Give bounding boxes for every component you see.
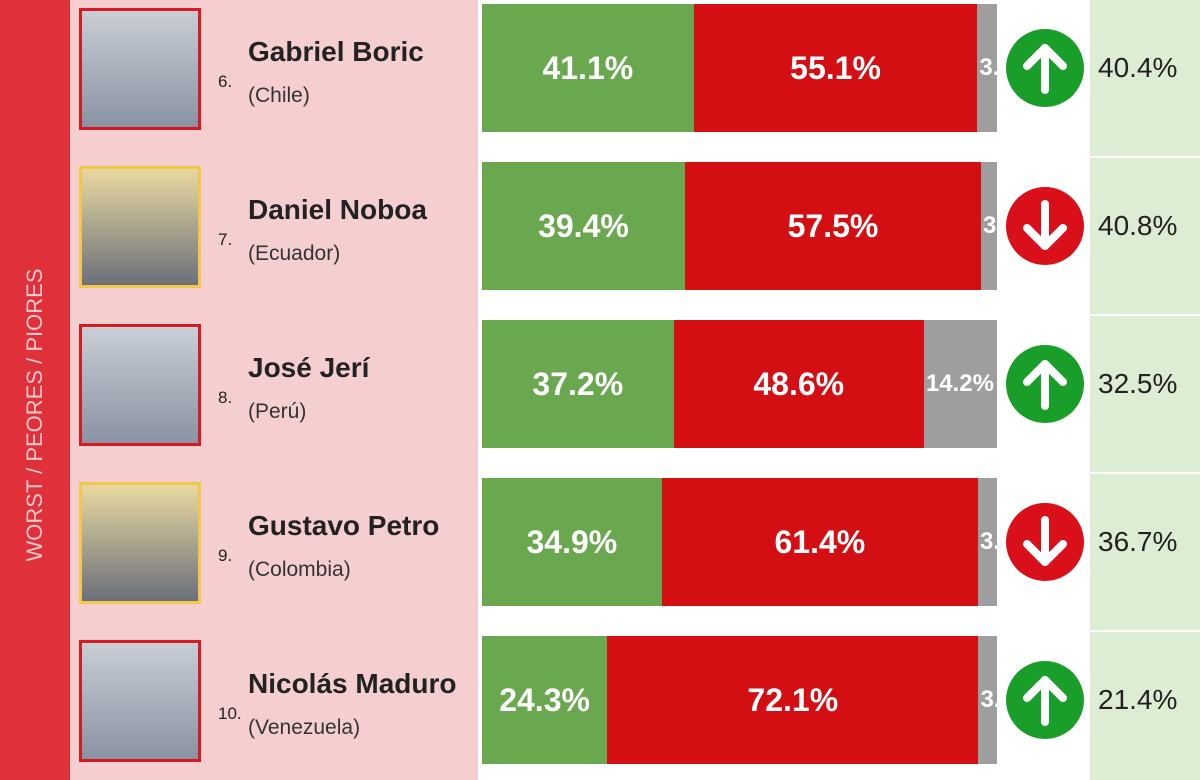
value-label: 39.4%: [538, 207, 629, 244]
rank: 7.: [218, 230, 233, 249]
row: 6. Gabriel Boric (Chile) 41.1% 55.1% 3.8% 40.4…: [0, 0, 1200, 158]
value-label: 3.1%: [983, 212, 997, 239]
trend-down-icon: [1006, 503, 1084, 581]
bar-segment: 72.1%: [607, 636, 979, 764]
photo: [79, 640, 201, 762]
value-label: 61.4%: [774, 523, 866, 560]
row: 9.Gustavo Petro(Colombia)34.9%61.4%3.7%3…: [0, 474, 1200, 632]
previous-value: 40.8%: [1098, 210, 1178, 241]
bar-segment: 57.5%: [684, 162, 982, 290]
bar-segment: 55.1%: [693, 4, 978, 132]
bar-segment: 3.1%: [981, 162, 997, 290]
trend-up-icon: [1006, 345, 1084, 423]
country: (Ecuador): [248, 242, 341, 265]
value-label: 3.8%: [979, 54, 997, 81]
bar-segment: 41.1%: [482, 4, 694, 132]
bar-segment: 3.6%: [978, 636, 997, 764]
value-label: 34.9%: [526, 523, 618, 560]
separator: [1090, 314, 1200, 316]
rank: 6.: [218, 72, 233, 91]
country: (Colombia): [248, 558, 351, 581]
previous-value: 32.5%: [1098, 368, 1178, 399]
stacked-bar: 41.1% 55.1% 3.8%: [482, 4, 997, 132]
country: (Chile): [248, 84, 310, 107]
stacked-bar: 34.9% 61.4% 3.7%: [482, 478, 997, 606]
value-label: 3.6%: [980, 686, 997, 713]
stacked-bar: 39.4% 57.5% 3.1%: [482, 162, 997, 290]
bar-segment: 3.8%: [977, 4, 997, 132]
separator: [1090, 156, 1200, 158]
value-label: 72.1%: [747, 681, 839, 718]
value-label: 41.1%: [542, 49, 634, 86]
side-strip: WORST / PEORES / PIORES: [0, 0, 70, 780]
bar-segment: 39.4%: [482, 162, 685, 290]
bar-segment: 3.7%: [977, 478, 997, 606]
photo: [79, 482, 201, 604]
bar-segment: 61.4%: [661, 478, 978, 606]
rank: 8.: [218, 388, 233, 407]
previous-value: 21.4%: [1098, 684, 1178, 715]
photo: [79, 8, 201, 130]
value-label: 3.7%: [979, 528, 997, 555]
trend-up-icon: [1006, 29, 1084, 107]
value-label: 37.2%: [532, 365, 624, 402]
previous-value: 40.4%: [1098, 52, 1178, 83]
stacked-bar: 24.3% 72.1% 3.6%: [482, 636, 997, 764]
trend-up-icon: [1006, 661, 1084, 739]
bar-segment: 48.6%: [673, 320, 924, 448]
name: Daniel Noboa: [248, 194, 427, 225]
bar-segment: 37.2%: [482, 320, 674, 448]
separator: [1090, 472, 1200, 474]
previous-panel: [1090, 0, 1200, 780]
photo: [79, 324, 201, 446]
photo: [79, 166, 201, 288]
value-label: 57.5%: [787, 207, 879, 244]
name: Gustavo Petro: [248, 510, 440, 541]
bar-segment: 24.3%: [482, 636, 608, 764]
name: Nicolás Maduro: [248, 668, 457, 699]
bar-segment: 14.2%: [923, 320, 997, 448]
country: (Perú): [248, 400, 307, 423]
value-label: 48.6%: [753, 365, 845, 402]
rank: 9.: [218, 546, 233, 565]
stacked-bar: 37.2% 48.6% 14.2%: [482, 320, 997, 448]
name: José Jerí: [248, 352, 370, 383]
rank: 10.: [218, 704, 242, 723]
separator: [1090, 630, 1200, 632]
value-label: 24.3%: [499, 681, 590, 718]
row: 8. José Jerí (Perú) 37.2% 48.6% 14.2% 32.5%: [0, 316, 1200, 474]
row: 10. Nicolás Maduro (Venezuela) 24.3% 72.1% 3.…: [0, 632, 1200, 780]
previous-value: 36.7%: [1098, 526, 1178, 557]
bar-segment: 34.9%: [482, 478, 662, 606]
name: Gabriel Boric: [248, 36, 424, 67]
value-label: 14.2%: [925, 370, 994, 397]
row: 7. Daniel Noboa (Ecuador) 39.4% 57.5% 3.1% 40.…: [0, 158, 1200, 316]
trend-down-icon: [1006, 187, 1084, 265]
country: (Venezuela): [248, 716, 361, 739]
value-label: 55.1%: [790, 49, 881, 86]
